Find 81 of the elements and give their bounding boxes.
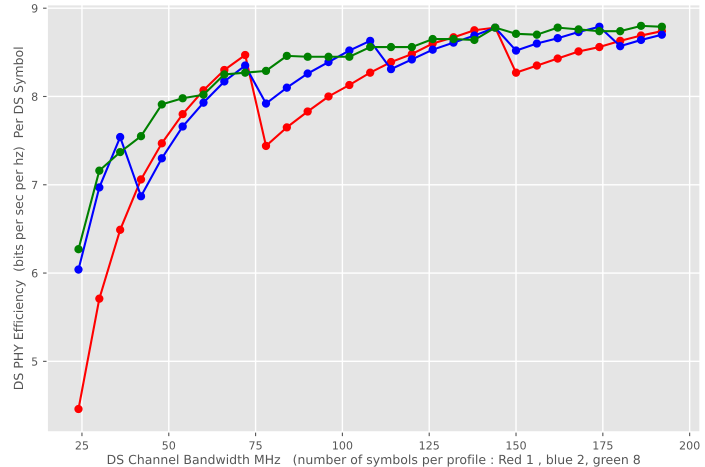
point xyxy=(241,50,250,60)
point xyxy=(554,34,562,42)
point xyxy=(241,68,250,77)
x-tick-label: 150 xyxy=(506,441,526,450)
point xyxy=(386,42,396,52)
point xyxy=(95,294,104,303)
point xyxy=(116,132,124,142)
point xyxy=(304,69,312,78)
point xyxy=(428,46,437,54)
point xyxy=(220,70,228,79)
point xyxy=(158,100,166,109)
y-tick-label: 5 xyxy=(32,357,38,366)
point xyxy=(616,42,624,50)
point xyxy=(262,66,270,76)
point xyxy=(512,68,520,77)
point xyxy=(199,98,208,107)
point xyxy=(282,83,292,92)
point xyxy=(220,77,228,86)
point xyxy=(95,166,104,175)
point xyxy=(136,132,146,140)
point xyxy=(136,175,146,184)
point xyxy=(345,80,354,90)
point xyxy=(532,39,542,48)
x-tick-label: 25 xyxy=(76,441,88,450)
point xyxy=(428,34,437,44)
point xyxy=(282,123,292,132)
point xyxy=(636,36,646,44)
point xyxy=(158,154,166,162)
point xyxy=(74,245,83,254)
point xyxy=(512,30,520,38)
point xyxy=(554,54,562,63)
point xyxy=(178,110,187,118)
point xyxy=(532,30,542,39)
point xyxy=(386,64,396,74)
point xyxy=(574,25,583,34)
point xyxy=(658,30,666,39)
point xyxy=(512,46,520,55)
point xyxy=(95,183,104,192)
point xyxy=(262,142,270,150)
point xyxy=(241,61,250,70)
point xyxy=(658,22,666,31)
y-tick-label: 8 xyxy=(32,92,38,101)
point xyxy=(595,26,604,36)
x-tick-label: 50 xyxy=(162,441,176,450)
point xyxy=(408,42,416,52)
y-tick-label: 9 xyxy=(32,4,38,13)
point xyxy=(304,107,312,116)
point xyxy=(345,52,354,61)
point xyxy=(595,42,604,52)
point xyxy=(116,226,124,234)
point xyxy=(199,90,208,99)
y-axis-title: DS PHY Efficiency (bits per sec per hz) Per DS Symbol xyxy=(13,48,26,390)
point xyxy=(158,139,166,148)
point xyxy=(532,61,542,70)
point xyxy=(178,122,187,131)
point xyxy=(324,92,333,101)
point xyxy=(470,36,479,44)
point xyxy=(636,22,646,30)
y-tick-label: 7 xyxy=(32,180,38,189)
point xyxy=(74,404,83,414)
point xyxy=(282,52,292,60)
x-tick-label: 75 xyxy=(249,441,262,450)
point xyxy=(178,94,187,102)
point xyxy=(366,42,374,52)
point xyxy=(324,52,333,61)
point xyxy=(554,23,562,32)
point xyxy=(574,47,583,56)
point xyxy=(74,265,83,274)
x-axis-title: DS Channel Bandwidth MHz (number of symbols per profile : Red 1 , blue 2, green 8 xyxy=(108,454,640,467)
x-tick-label: 200 xyxy=(680,441,700,450)
point xyxy=(366,68,374,77)
point xyxy=(616,26,624,36)
y-tick-label: 6 xyxy=(32,269,38,278)
x-tick-label: 175 xyxy=(593,441,612,450)
point xyxy=(262,99,270,108)
x-tick-label: 125 xyxy=(420,441,439,450)
x-tick-label: 100 xyxy=(333,441,352,450)
point xyxy=(116,148,124,156)
point xyxy=(136,192,146,200)
point xyxy=(408,55,416,64)
point xyxy=(304,52,312,61)
